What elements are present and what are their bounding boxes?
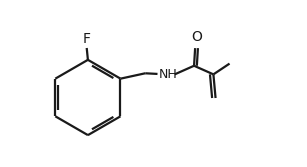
Text: NH: NH [159, 68, 177, 81]
Text: F: F [83, 32, 91, 46]
Text: O: O [191, 30, 202, 44]
